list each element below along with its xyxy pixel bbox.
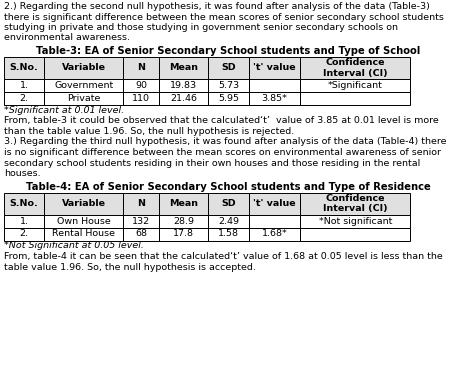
Text: Own House: Own House: [57, 217, 111, 226]
Text: Mean: Mean: [169, 64, 198, 73]
Text: 68: 68: [135, 229, 147, 239]
Bar: [249, 57, 300, 79]
Bar: [4, 92, 44, 105]
Text: SD: SD: [221, 199, 236, 208]
Text: 1.58: 1.58: [218, 229, 239, 239]
Bar: [44, 192, 123, 214]
Text: Variable: Variable: [62, 64, 106, 73]
Bar: [300, 214, 410, 228]
Text: 19.83: 19.83: [170, 81, 197, 90]
Text: 110: 110: [132, 94, 150, 103]
Bar: [159, 79, 208, 92]
Bar: [4, 192, 44, 214]
Bar: [44, 57, 123, 79]
Text: 't' value: 't' value: [253, 199, 296, 208]
Text: Private: Private: [67, 94, 101, 103]
Text: environmental awareness.: environmental awareness.: [4, 34, 130, 42]
Bar: [249, 192, 300, 214]
Bar: [123, 79, 159, 92]
Text: From, table-3 it could be observed that the calculated‘t’  value of 3.85 at 0.01: From, table-3 it could be observed that …: [4, 116, 439, 125]
Text: 2.: 2.: [20, 229, 29, 239]
Bar: [249, 79, 300, 92]
Text: Table-4: EA of Senior Secondary School students and Type of Residence: Table-4: EA of Senior Secondary School s…: [26, 181, 431, 192]
Text: 2.) Regarding the second null hypothesis, it was found after analysis of the dat: 2.) Regarding the second null hypothesis…: [4, 2, 430, 11]
Bar: [4, 214, 44, 228]
Bar: [123, 57, 159, 79]
Text: N: N: [137, 64, 145, 73]
Text: Rental House: Rental House: [52, 229, 115, 239]
Bar: [159, 92, 208, 105]
Text: 1.: 1.: [20, 217, 29, 226]
Text: 90: 90: [135, 81, 147, 90]
Text: than the table value 1.96. So, the null hypothesis is rejected.: than the table value 1.96. So, the null …: [4, 127, 294, 136]
Bar: [44, 228, 123, 240]
Text: S.No.: S.No.: [10, 64, 38, 73]
Bar: [4, 57, 44, 79]
Text: *Significant: *Significant: [328, 81, 383, 90]
Text: 1.: 1.: [20, 81, 29, 90]
Text: 1.68*: 1.68*: [262, 229, 287, 239]
Bar: [208, 57, 249, 79]
Text: SD: SD: [221, 64, 236, 73]
Text: 3.) Regarding the third null hypothesis, it was found after analysis of the data: 3.) Regarding the third null hypothesis,…: [4, 138, 446, 147]
Bar: [249, 228, 300, 240]
Text: *Significant at 0.01 level.: *Significant at 0.01 level.: [4, 106, 124, 115]
Text: *Not Significant at 0.05 level.: *Not Significant at 0.05 level.: [4, 242, 144, 251]
Bar: [249, 92, 300, 105]
Bar: [123, 228, 159, 240]
Bar: [208, 228, 249, 240]
Bar: [208, 192, 249, 214]
Bar: [300, 192, 410, 214]
Bar: [123, 92, 159, 105]
Text: 28.9: 28.9: [173, 217, 194, 226]
Bar: [44, 92, 123, 105]
Bar: [208, 79, 249, 92]
Text: secondary school students residing in their own houses and those residing in the: secondary school students residing in th…: [4, 158, 420, 167]
Text: 2.49: 2.49: [218, 217, 239, 226]
Text: From, table-4 it can be seen that the calculated‘t’ value of 1.68 at 0.05 level : From, table-4 it can be seen that the ca…: [4, 252, 443, 261]
Bar: [123, 192, 159, 214]
Text: Government: Government: [54, 81, 113, 90]
Text: there is significant difference between the mean scores of senior secondary scho: there is significant difference between …: [4, 12, 444, 22]
Text: *Not significant: *Not significant: [319, 217, 392, 226]
Text: N: N: [137, 199, 145, 208]
Text: Confidence
Interval (CI): Confidence Interval (CI): [323, 194, 388, 213]
Bar: [44, 214, 123, 228]
Bar: [123, 214, 159, 228]
Text: Mean: Mean: [169, 199, 198, 208]
Bar: [300, 57, 410, 79]
Bar: [300, 92, 410, 105]
Bar: [249, 214, 300, 228]
Text: 't' value: 't' value: [253, 64, 296, 73]
Text: houses.: houses.: [4, 169, 41, 178]
Bar: [300, 79, 410, 92]
Text: Confidence
Interval (CI): Confidence Interval (CI): [323, 58, 388, 78]
Bar: [159, 214, 208, 228]
Bar: [159, 57, 208, 79]
Text: 2.: 2.: [20, 94, 29, 103]
Text: 21.46: 21.46: [170, 94, 197, 103]
Text: table value 1.96. So, the null hypothesis is accepted.: table value 1.96. So, the null hypothesi…: [4, 262, 256, 271]
Text: 5.95: 5.95: [218, 94, 239, 103]
Bar: [159, 228, 208, 240]
Text: S.No.: S.No.: [10, 199, 38, 208]
Bar: [4, 79, 44, 92]
Bar: [208, 214, 249, 228]
Bar: [208, 92, 249, 105]
Text: is no significant difference between the mean scores on environmental awareness : is no significant difference between the…: [4, 148, 441, 157]
Bar: [4, 228, 44, 240]
Text: 132: 132: [132, 217, 150, 226]
Text: Variable: Variable: [62, 199, 106, 208]
Text: 5.73: 5.73: [218, 81, 239, 90]
Text: Table-3: EA of Senior Secondary School students and Type of School: Table-3: EA of Senior Secondary School s…: [37, 46, 420, 56]
Text: studying in private and those studying in government senior secondary schools on: studying in private and those studying i…: [4, 23, 398, 32]
Bar: [159, 192, 208, 214]
Text: 17.8: 17.8: [173, 229, 194, 239]
Bar: [300, 228, 410, 240]
Text: 3.85*: 3.85*: [261, 94, 287, 103]
Bar: [44, 79, 123, 92]
